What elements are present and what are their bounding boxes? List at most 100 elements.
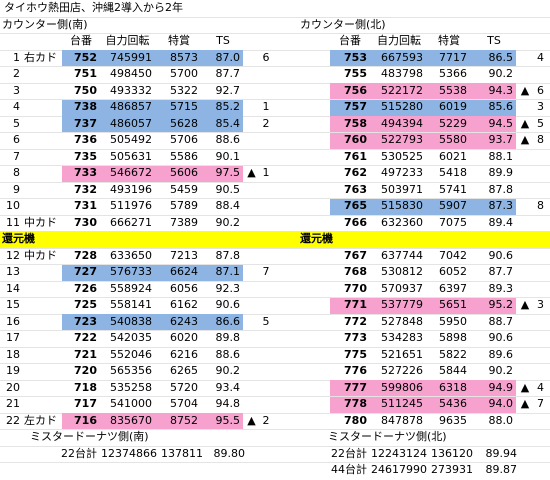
- side-header: カウンター側(南): [2, 17, 88, 31]
- cell-spins: 493332: [110, 83, 152, 97]
- cell-ts: 89.9: [488, 166, 514, 179]
- cell-ts: 90.6: [488, 248, 514, 262]
- cell-spins: 486857: [110, 100, 152, 113]
- row-number: 14: [6, 281, 20, 295]
- row-label: 左カド: [24, 413, 57, 427]
- cell-prize: 5822: [439, 347, 467, 361]
- highlight: [62, 165, 243, 182]
- cell-spins: 666271: [110, 215, 152, 229]
- highlight: [330, 396, 516, 413]
- highlight: [62, 314, 243, 330]
- cell-spins: 745991: [110, 50, 152, 64]
- cell-prize: 5229: [439, 116, 467, 130]
- cell-ts: 87.7: [215, 67, 241, 80]
- cell-prize: 6019: [439, 100, 467, 113]
- grid-line: [0, 280, 550, 282]
- column-header: 台番: [70, 34, 92, 47]
- cell-rank: 1: [262, 166, 270, 179]
- cell-prize: 6021: [439, 149, 467, 163]
- grid-line: [0, 198, 550, 199]
- column-header: TS: [216, 34, 230, 47]
- grid-line: [0, 148, 550, 150]
- cell-prize: 7075: [439, 215, 467, 229]
- cell-id: 728: [74, 248, 97, 262]
- highlight: [330, 380, 516, 396]
- highlight: [62, 116, 243, 132]
- cell-ts: 87.7: [488, 265, 514, 278]
- footer-title: ミスタードーナツ側(北): [328, 430, 447, 443]
- cell-id: 761: [344, 149, 367, 163]
- footer-cell: 89.94: [485, 446, 518, 460]
- cell-prize: 5628: [170, 116, 198, 130]
- cell-spins: 522793: [381, 133, 423, 146]
- cell-id: 780: [344, 413, 367, 427]
- cell-id: 768: [344, 265, 367, 278]
- cell-prize: 6318: [439, 380, 467, 394]
- highlight: [330, 297, 516, 314]
- row-number: 7: [13, 149, 20, 163]
- grid-line: [0, 49, 550, 51]
- row-number: 16: [6, 314, 20, 328]
- cell-spins: 667593: [381, 50, 423, 64]
- cell-spins: 530525: [381, 149, 423, 163]
- highlight: [62, 50, 243, 66]
- cell-id: 725: [74, 298, 97, 311]
- cell-spins: 522172: [381, 83, 423, 97]
- cell-ts: 85.6: [488, 100, 514, 113]
- cell-id: 737: [74, 116, 97, 130]
- grid-line: [0, 214, 550, 216]
- cell-spins: 565356: [110, 364, 152, 377]
- highlight: [330, 132, 516, 149]
- cell-ts: 90.2: [488, 364, 514, 377]
- cell-id: 721: [74, 347, 97, 361]
- grid-line: [0, 132, 550, 133]
- cell-id: 722: [74, 331, 97, 344]
- cell-ts: 94.9: [488, 380, 514, 394]
- cell-id: 766: [344, 215, 367, 229]
- cell-spins: 486057: [110, 116, 152, 130]
- cell-rank: 2: [262, 116, 270, 130]
- footer-cell: 12374866: [101, 446, 157, 460]
- cell-ts: 88.7: [488, 314, 514, 328]
- cell-id: 772: [344, 314, 367, 328]
- highlight: [330, 50, 516, 66]
- cell-mark: ▲: [247, 413, 256, 427]
- side-header: カウンター側(北): [300, 17, 386, 31]
- cell-ts: 89.3: [488, 281, 514, 295]
- highlight: [62, 413, 243, 429]
- cell-spins: 515280: [381, 100, 423, 113]
- cell-ts: 87.8: [488, 182, 514, 196]
- cell-rank: 8: [537, 133, 544, 146]
- cell-prize: 5715: [170, 100, 198, 113]
- cell-spins: 847878: [381, 413, 423, 427]
- cell-spins: 570937: [381, 281, 423, 295]
- cell-id: 717: [74, 397, 97, 410]
- grid-line: [0, 379, 550, 381]
- cell-spins: 558141: [110, 298, 152, 311]
- cell-prize: 5704: [170, 397, 198, 410]
- cell-prize: 7042: [439, 248, 467, 262]
- cell-id: 771: [344, 298, 367, 311]
- cell-spins: 540838: [110, 314, 152, 328]
- cell-spins: 511245: [381, 397, 423, 410]
- cell-prize: 5898: [439, 331, 467, 344]
- footer-cell: 273931: [431, 463, 473, 476]
- cell-spins: 498450: [110, 67, 152, 80]
- grid-line: [0, 396, 550, 397]
- cell-ts: 90.2: [215, 364, 241, 377]
- grid-line: [0, 115, 550, 117]
- cell-ts: 92.7: [215, 83, 241, 97]
- column-header: 特賞: [438, 34, 460, 47]
- cell-ts: 87.8: [215, 248, 241, 262]
- cell-mark: ▲: [520, 133, 530, 146]
- cell-prize: 5366: [439, 67, 467, 80]
- cell-rank: 3: [537, 298, 544, 311]
- grid-line: [0, 445, 550, 447]
- cell-ts: 86.5: [488, 50, 514, 64]
- cell-spins: 599806: [381, 380, 423, 394]
- cell-mark: ▲: [520, 83, 530, 97]
- cell-id: 762: [344, 166, 367, 179]
- cell-spins: 541000: [110, 397, 152, 410]
- cell-id: 731: [74, 199, 97, 212]
